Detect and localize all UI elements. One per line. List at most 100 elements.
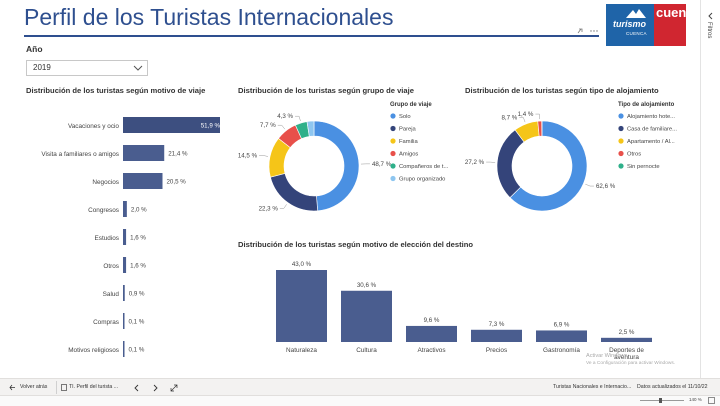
bar-category-label: Visita a familiares o amigos xyxy=(41,151,119,158)
legend-item: Alojamiento hote... xyxy=(627,114,675,120)
windows-activation-watermark: Activar Windows xyxy=(586,353,627,359)
year-filter-label: Año xyxy=(26,44,43,54)
legend-item: Amigos xyxy=(399,152,418,158)
slice-leader-line xyxy=(278,125,285,129)
bar-category-label: Vacaciones y ocio xyxy=(68,123,119,130)
chart-motivo-viaje[interactable]: Vacaciones y ocio 51,9 % Visita a familiar… xyxy=(20,108,220,358)
legend-item: Apartamento / Al... xyxy=(627,139,675,145)
logo-text: turismo xyxy=(613,19,646,29)
chart-title-eleccion-destino: Distribución de los turistas según motiv… xyxy=(238,240,473,249)
bar-category-label: Precios xyxy=(486,347,507,354)
chevron-left-icon[interactable] xyxy=(707,12,715,20)
legend-marker xyxy=(618,138,623,143)
zoom-slider-thumb[interactable] xyxy=(659,398,662,403)
city-logo-text: cuenca xyxy=(656,7,684,19)
chevron-right-icon[interactable] xyxy=(151,384,159,392)
slice-leader-line xyxy=(280,204,287,208)
bar-value-label: 0,1 % xyxy=(129,319,145,326)
legend-item: Compañeros de t... xyxy=(399,164,449,170)
filters-panel[interactable]: Filtros xyxy=(700,0,720,380)
legend-marker xyxy=(390,113,395,118)
legend-item: Pareja xyxy=(399,127,417,133)
chart-alojamiento[interactable]: 62,6 %27,2 %8,7 %1,4 %Tipo de alojamient… xyxy=(460,96,700,226)
slice-leader-line xyxy=(295,116,300,121)
bar-category-label: Motivos religiosos xyxy=(68,347,119,354)
legend-marker xyxy=(618,113,623,118)
slice-value-label: 27,2 % xyxy=(465,159,485,166)
chart-title-grupo-viaje: Distribución de los turistas según grupo… xyxy=(238,86,414,95)
city-logo: cuenca xyxy=(654,4,686,46)
chart-grupo-viaje[interactable]: 48,7 %22,3 %14,5 %7,7 %4,3 %Grupo de via… xyxy=(232,96,460,226)
bar-category-label: Naturaleza xyxy=(286,347,317,354)
bar-value-label: 9,6 % xyxy=(424,317,440,324)
chevron-down-icon xyxy=(133,64,143,72)
chart-title-alojamiento: Distribución de los turistas según tipo … xyxy=(465,86,659,95)
fit-page-icon[interactable] xyxy=(708,397,715,404)
report-footer: Volver atrás TI. Perfil del turista ... … xyxy=(0,378,720,396)
slice-solo xyxy=(314,121,359,211)
bar-motivos-religiosos xyxy=(123,341,125,357)
bar-value-label: 21,4 % xyxy=(168,151,188,158)
bar-value-label: 1,6 % xyxy=(130,263,146,270)
logo-subtext: CUENCA xyxy=(626,31,647,36)
slice-value-label: 14,5 % xyxy=(238,152,258,159)
bar-visita-a-familiares-o-amigos xyxy=(123,145,164,161)
legend-item: Solo xyxy=(399,114,411,120)
zoom-slider[interactable] xyxy=(640,400,684,401)
bar-value-label: 7,3 % xyxy=(489,321,505,328)
windows-activation-watermark-sub: Ve a Configuración para activar Windows. xyxy=(586,361,675,366)
page-icon xyxy=(61,384,67,391)
legend-title: Grupo de viaje xyxy=(390,102,432,108)
legend-marker xyxy=(618,126,623,131)
bar-estudios xyxy=(123,229,126,245)
legend-title: Tipo de alojamiento xyxy=(618,102,675,108)
back-arrow-icon[interactable] xyxy=(9,384,16,391)
bar-naturaleza xyxy=(276,270,327,342)
year-value: 2019 xyxy=(33,63,51,72)
slice-value-label: 4,3 % xyxy=(277,113,293,120)
bar-value-label: 2,0 % xyxy=(131,207,147,214)
legend-item: Familia xyxy=(399,139,418,145)
legend-item: Sin pernocte xyxy=(627,164,660,170)
bar-value-label: 20,5 % xyxy=(166,179,186,186)
slice-value-label: 8,7 % xyxy=(501,114,517,121)
bar-value-label: 2,5 % xyxy=(619,329,635,336)
data-updated-text: Datos actualizados el 11/10/22 xyxy=(637,384,708,390)
bar-atractivos xyxy=(406,326,457,342)
mountain-icon xyxy=(626,8,646,18)
bar-negocios xyxy=(123,173,162,189)
bar-category-label: Compras xyxy=(93,319,119,326)
slice-leader-line xyxy=(585,184,594,186)
bar-deportes-de-aventura xyxy=(601,338,652,342)
bar-category-label: Otros xyxy=(103,263,119,270)
bar-value-label: 0,1 % xyxy=(129,347,145,354)
legend-item: Otros xyxy=(627,152,641,158)
bar-value-label: 30,6 % xyxy=(357,282,377,289)
bar-category-label: Estudios xyxy=(94,235,119,242)
slice-value-label: 22,3 % xyxy=(259,205,279,212)
slice-value-label: 1,4 % xyxy=(518,111,534,118)
slice-leader-line xyxy=(259,155,268,156)
status-bar: 140 % xyxy=(0,395,720,406)
bar-value-label: 43,0 % xyxy=(292,261,312,268)
page-tab[interactable]: TI. Perfil del turista ... xyxy=(56,381,127,394)
legend-marker xyxy=(618,163,623,168)
bar-cultura xyxy=(341,291,392,342)
page-tab-label: TI. Perfil del turista ... xyxy=(69,384,118,390)
bar-value-label: 51,9 % xyxy=(201,123,220,130)
zoom-level: 140 % xyxy=(689,397,702,402)
bar-value-label: 0,9 % xyxy=(129,291,145,298)
chevron-left-icon[interactable] xyxy=(133,384,141,392)
slice-leader-line xyxy=(519,117,525,122)
legend-marker xyxy=(390,126,395,131)
visual-header-icons[interactable] xyxy=(577,28,599,34)
bar-category-label: Congresos xyxy=(88,207,119,214)
report-name[interactable]: Turistas Nacionales e Internacio... xyxy=(553,384,631,390)
expand-icon[interactable] xyxy=(170,384,178,392)
year-dropdown[interactable]: 2019 xyxy=(26,60,148,76)
legend-item: Grupo organizado xyxy=(399,177,445,183)
bar-gastronomia xyxy=(536,330,587,342)
bar-category-label: Cultura xyxy=(356,347,377,354)
back-button[interactable]: Volver atrás xyxy=(20,384,47,390)
